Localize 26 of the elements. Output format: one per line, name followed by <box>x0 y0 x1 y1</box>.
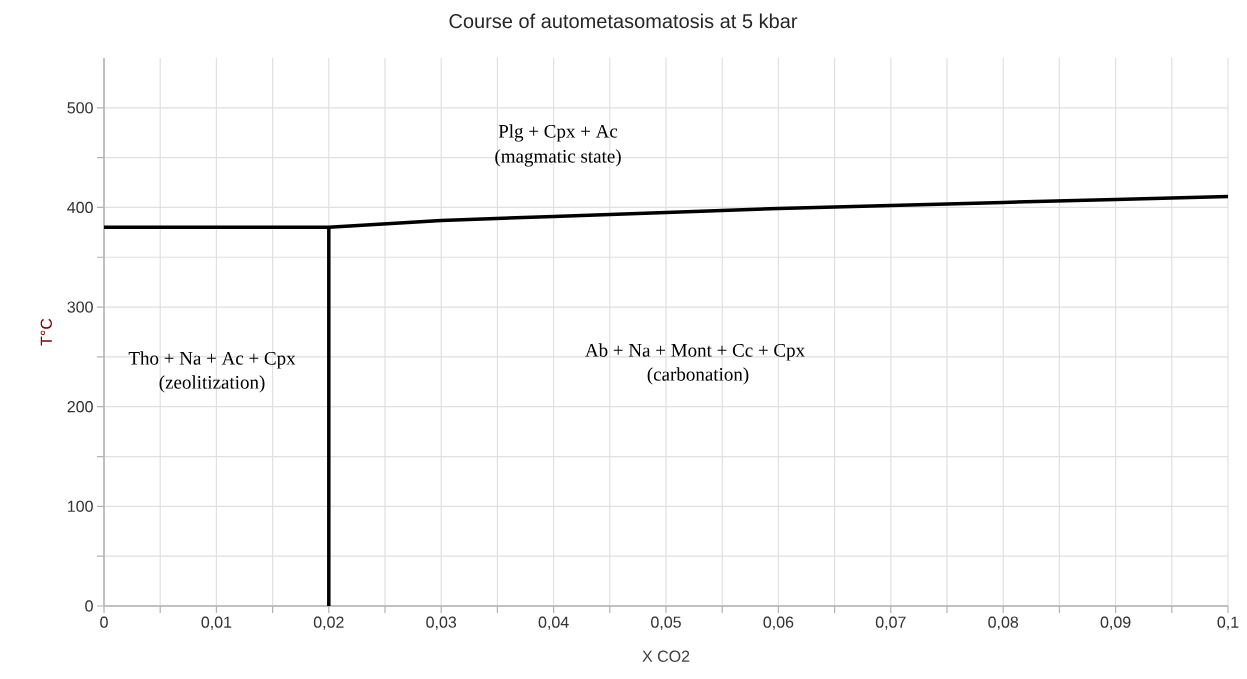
x-tick-label: 0,1 <box>1217 616 1239 630</box>
x-tick-label: 0 <box>100 616 108 628</box>
x-tick-label: 0,07 <box>875 616 906 630</box>
y-tick-label: 500 <box>67 102 93 114</box>
x-tick-label: 0,05 <box>651 616 681 630</box>
y-tick-label: 0 <box>85 600 93 612</box>
x-tick-label: 0,02 <box>313 616 344 630</box>
annotation: Ab + Na + Mont + Cc + Cpx <box>585 343 805 361</box>
y-axis-title: T°C <box>40 318 52 346</box>
x-tick-label: 0,08 <box>988 616 1019 630</box>
x-tick-label: 0,03 <box>426 616 457 630</box>
annotation: Tho + Na + Ac + Cpx <box>128 351 296 369</box>
y-tick-label: 300 <box>67 301 93 313</box>
annotation: (zeolitization) <box>159 375 265 393</box>
annotation: Plg + Cpx + Ac <box>498 124 618 142</box>
y-tick-label: 100 <box>68 500 93 513</box>
x-tick-label: 0,06 <box>763 616 794 630</box>
x-tick-label: 0,04 <box>538 616 569 630</box>
annotation: (magmatic state) <box>495 149 621 167</box>
annotation: (carbonation) <box>647 367 749 385</box>
y-tick-label: 400 <box>67 201 93 214</box>
y-tick-label: 200 <box>67 401 93 413</box>
chart-title: Course of autometasomatosis at 5 kbar <box>449 13 798 29</box>
x-axis-title: X CO2 <box>642 650 690 662</box>
x-tick-label: 0,09 <box>1100 616 1131 630</box>
x-tick-label: 0,01 <box>201 616 232 630</box>
